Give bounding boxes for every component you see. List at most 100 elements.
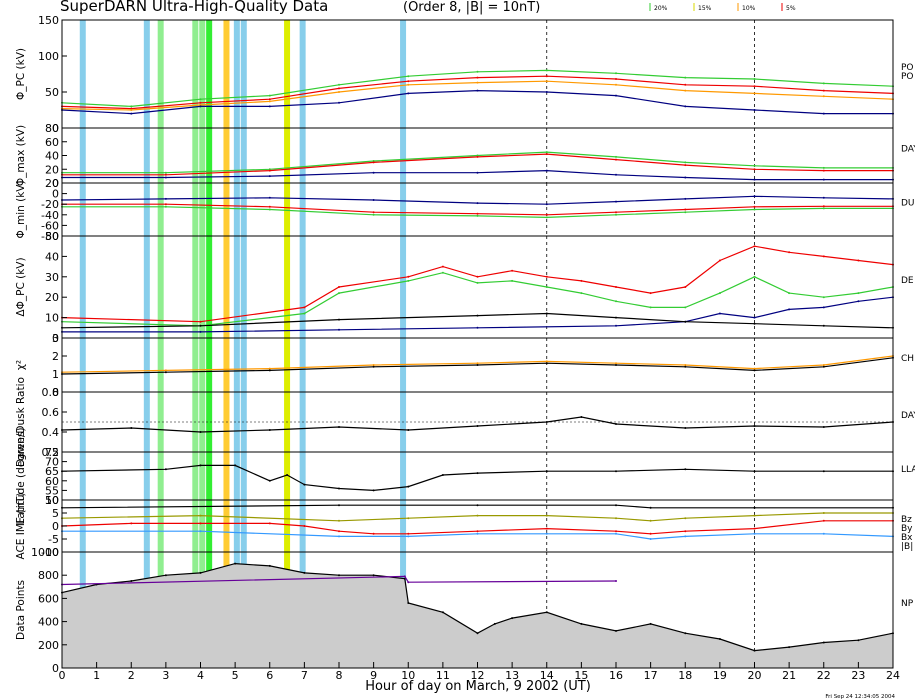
data-point [684, 320, 687, 323]
y-tick-label: 75 [45, 446, 59, 459]
data-point [407, 602, 410, 604]
data-point [286, 474, 289, 476]
data-point [649, 519, 652, 522]
data-point [303, 312, 306, 315]
data-point [199, 464, 202, 467]
data-point [130, 580, 133, 582]
data-point [545, 275, 548, 278]
panel-delta-phi: 0 10 20 30 40 50 ΔΦ_PC (kV) DE [15, 230, 914, 345]
x-tick-label: 2 [128, 669, 135, 682]
data-point [407, 535, 410, 538]
data-point [268, 94, 271, 97]
y-axis-label: χ² [15, 360, 27, 370]
data-point [753, 178, 756, 181]
data-point [303, 571, 306, 574]
data-point [753, 92, 756, 95]
data-point [130, 107, 133, 110]
data-point [718, 312, 721, 315]
data-point [303, 306, 306, 309]
y-tick-label: 40 [45, 250, 59, 263]
y-tick-label: 600 [38, 592, 59, 605]
data-point [615, 364, 617, 366]
right-label: Bx [901, 533, 913, 543]
data-point [441, 271, 444, 274]
data-point [615, 362, 617, 365]
data-point [476, 362, 479, 365]
right-label: DAY [901, 145, 915, 155]
data-point [199, 571, 202, 574]
data-point [545, 532, 548, 535]
data-point [822, 196, 825, 199]
data-point [684, 89, 687, 92]
data-point [753, 322, 756, 325]
data-point [753, 245, 756, 248]
data-point [268, 367, 271, 370]
data-point [164, 371, 167, 374]
right-label: DU [901, 199, 915, 209]
series-line [61, 80, 894, 111]
data-point [130, 109, 133, 111]
data-point [545, 312, 548, 315]
y-tick-label: 3 [52, 332, 59, 345]
right-label: DE [901, 276, 914, 286]
data-point [164, 173, 167, 176]
y-tick-label: 70 [45, 456, 59, 469]
series-line [62, 296, 894, 333]
data-point [615, 72, 617, 75]
y-tick-label: 1000 [31, 546, 59, 559]
data-point [684, 176, 687, 179]
data-point [822, 89, 825, 92]
data-point [615, 504, 617, 507]
x-tick-label: 1 [93, 669, 100, 682]
data-point [580, 416, 583, 418]
data-point [753, 367, 756, 370]
data-point [338, 574, 340, 577]
data-point [407, 92, 410, 95]
x-tick-label: 16 [609, 669, 623, 682]
data-point [615, 324, 617, 327]
data-point [684, 105, 687, 108]
data-point [268, 169, 271, 172]
data-point [753, 532, 756, 535]
right-label: By [901, 524, 913, 534]
panel-frame [61, 235, 894, 339]
y-tick-label: 0.6 [42, 406, 60, 419]
data-point [338, 318, 340, 321]
data-point [822, 532, 825, 535]
data-point [372, 171, 375, 174]
data-point [476, 202, 479, 205]
y-tick-label: 40 [45, 150, 59, 163]
data-point [615, 83, 617, 86]
data-point [753, 470, 756, 473]
panel-dawn-dusk: 0.2 0.4 0.6 0.8 Dawn/Dusk Ratio DAY [15, 377, 915, 467]
data-point [545, 360, 548, 363]
data-point [338, 535, 340, 538]
data-point [753, 109, 756, 111]
data-point [615, 629, 617, 632]
data-point [684, 427, 687, 429]
data-point [441, 265, 444, 268]
data-point [372, 574, 375, 577]
data-point [268, 479, 271, 482]
series-line [61, 520, 893, 535]
data-point [407, 532, 410, 535]
x-axis-ticks: 0 1 2 3 4 5 6 7 8 9 10 11 12 13 14 15 16 17 18 19 20 21 22 23 24 [59, 662, 900, 682]
data-point [822, 207, 825, 210]
y-tick-label: -20 [41, 198, 59, 211]
data-point [684, 76, 687, 79]
x-tick-label: 20 [748, 669, 762, 682]
panel-data-points: 0 200 400 600 800 1000 Data Points NP [15, 546, 914, 675]
y-tick-label: 0.4 [42, 426, 60, 439]
data-point [338, 487, 340, 490]
data-point [268, 175, 271, 178]
data-point [545, 421, 548, 423]
data-point [822, 82, 825, 85]
data-point [476, 70, 479, 73]
data-point [545, 69, 548, 72]
y-tick-label: 2 [52, 350, 59, 363]
data-point [268, 429, 271, 431]
data-point [338, 286, 340, 288]
data-point [476, 154, 479, 157]
x-tick-label: 6 [266, 669, 273, 682]
